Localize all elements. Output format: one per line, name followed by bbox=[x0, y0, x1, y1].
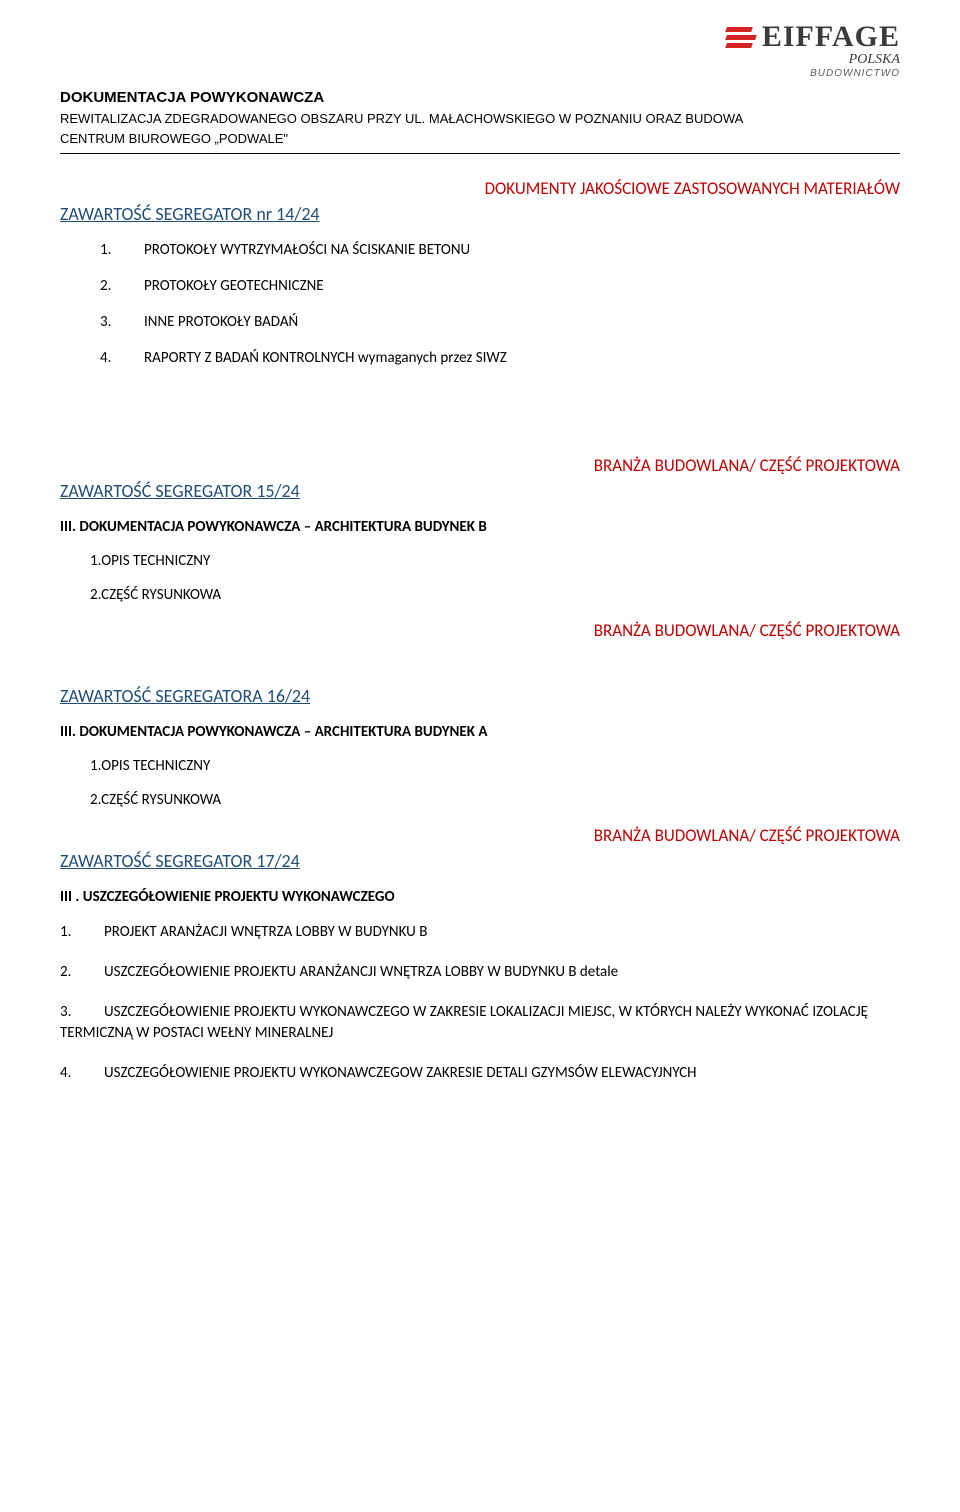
item-text: USZCZEGÓŁOWIENIE PROJEKTU WYKONAWCZEGOW … bbox=[104, 1064, 696, 1082]
red-title-4: BRANŻA BUDOWLANA/ CZĘŚĆ PROJEKTOWA bbox=[60, 825, 900, 846]
list-item: 4.RAPORTY Z BADAŃ KONTROLNYCH wymaganych… bbox=[100, 349, 900, 367]
seg14-list: 1.PROTOKOŁY WYTRZYMAŁOŚCI NA ŚCISKANIE B… bbox=[100, 241, 900, 367]
list-item: 4.USZCZEGÓŁOWIENIE PROJEKTU WYKONAWCZEGO… bbox=[60, 1063, 900, 1085]
seg16-list: 1.OPIS TECHNICZNY 2.CZĘŚĆ RYSUNKOWA bbox=[90, 757, 900, 809]
item-text: RAPORTY Z BADAŃ KONTROLNYCH wymaganych p… bbox=[144, 349, 507, 367]
header-line2: CENTRUM BIUROWEGO „PODWALE" bbox=[60, 130, 900, 148]
logo-area: EIFFAGE POLSKA BUDOWNICTWO bbox=[60, 20, 900, 79]
list-item: 1.PROTOKOŁY WYTRZYMAŁOŚCI NA ŚCISKANIE B… bbox=[100, 241, 900, 259]
list-item: 2.CZĘŚĆ RYSUNKOWA bbox=[90, 791, 900, 809]
seg17-sub: III . USZCZEGÓŁOWIENIE PROJEKTU WYKONAWC… bbox=[60, 888, 900, 906]
item-text: PROJEKT ARANŻACJI WNĘTRZA LOBBY W BUDYNK… bbox=[104, 923, 427, 941]
item-num: 4. bbox=[60, 1063, 104, 1085]
logo-subsub: BUDOWNICTWO bbox=[726, 68, 900, 79]
logo-sub: POLSKA bbox=[726, 52, 900, 68]
header-divider bbox=[60, 153, 900, 154]
red-title-3: BRANŻA BUDOWLANA/ CZĘŚĆ PROJEKTOWA bbox=[60, 620, 900, 641]
list-item: 1.OPIS TECHNICZNY bbox=[90, 552, 900, 570]
seg15-heading: ZAWARTOŚĆ SEGREGATOR 15/24 bbox=[60, 480, 900, 502]
seg16-sub: III. DOKUMENTACJA POWYKONAWCZA – ARCHITE… bbox=[60, 723, 900, 741]
header-line1: REWITALIZACJA ZDEGRADOWANEGO OBSZARU PRZ… bbox=[60, 110, 900, 128]
list-item: 2.CZĘŚĆ RYSUNKOWA bbox=[90, 586, 900, 604]
header-title: DOKUMENTACJA POWYKONAWCZA bbox=[60, 89, 900, 106]
red-title-1: DOKUMENTY JAKOŚCIOWE ZASTOSOWANYCH MATER… bbox=[60, 178, 900, 199]
list-item: 3.USZCZEGÓŁOWIENIE PROJEKTU WYKONAWCZEGO… bbox=[60, 1002, 900, 1046]
item-text: PROTOKOŁY GEOTECHNICZNE bbox=[144, 277, 324, 295]
list-item: 2.PROTOKOŁY GEOTECHNICZNE bbox=[100, 277, 900, 295]
item-num: 1. bbox=[60, 922, 104, 944]
seg15-list: 1.OPIS TECHNICZNY 2.CZĘŚĆ RYSUNKOWA bbox=[90, 552, 900, 604]
seg15-sub: III. DOKUMENTACJA POWYKONAWCZA – ARCHITE… bbox=[60, 518, 900, 536]
item-text: USZCZEGÓŁOWIENIE PROJEKTU ARANŻANCJI WNĘ… bbox=[104, 963, 618, 981]
seg17-heading: ZAWARTOŚĆ SEGREGATOR 17/24 bbox=[60, 850, 900, 872]
logo-top: EIFFAGE bbox=[726, 20, 900, 54]
seg16-heading: ZAWARTOŚĆ SEGREGATORA 16/24 bbox=[60, 685, 900, 707]
list-item: 1.OPIS TECHNICZNY bbox=[90, 757, 900, 775]
item-num: 3. bbox=[60, 1002, 104, 1024]
list-item: 3.INNE PROTOKOŁY BADAŃ bbox=[100, 313, 900, 331]
item-num: 2. bbox=[60, 962, 104, 984]
logo-name: EIFFAGE bbox=[762, 20, 900, 54]
logo-block: EIFFAGE POLSKA BUDOWNICTWO bbox=[726, 20, 900, 79]
list-item: 2.USZCZEGÓŁOWIENIE PROJEKTU ARANŻANCJI W… bbox=[60, 962, 900, 984]
item-text: USZCZEGÓŁOWIENIE PROJEKTU WYKONAWCZEGO W… bbox=[60, 1003, 868, 1043]
red-title-2: BRANŻA BUDOWLANA/ CZĘŚĆ PROJEKTOWA bbox=[60, 455, 900, 476]
item-text: PROTOKOŁY WYTRZYMAŁOŚCI NA ŚCISKANIE BET… bbox=[144, 241, 470, 259]
logo-bars-icon bbox=[726, 27, 756, 48]
seg17-list: 1.PROJEKT ARANŻACJI WNĘTRZA LOBBY W BUDY… bbox=[60, 922, 900, 1085]
item-text: INNE PROTOKOŁY BADAŃ bbox=[144, 313, 298, 331]
list-item: 1.PROJEKT ARANŻACJI WNĘTRZA LOBBY W BUDY… bbox=[60, 922, 900, 944]
seg14-heading: ZAWARTOŚĆ SEGREGATOR nr 14/24 bbox=[60, 203, 900, 225]
